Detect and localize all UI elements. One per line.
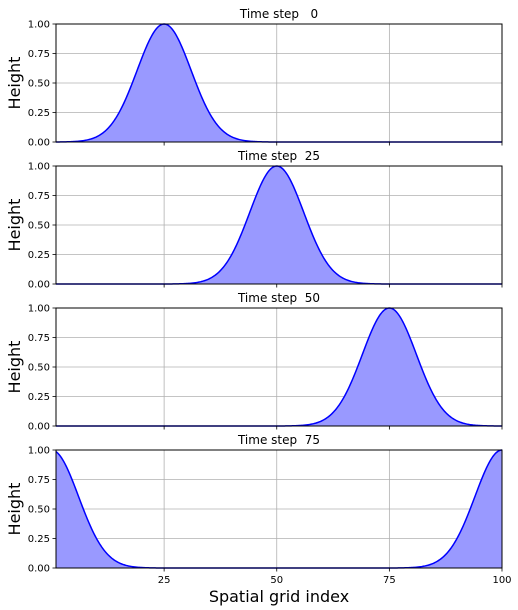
x-tick-label: 25 xyxy=(158,575,171,586)
y-axis-label: Height xyxy=(5,57,24,110)
y-tick-label: 0.75 xyxy=(28,49,50,60)
x-tick-label: 50 xyxy=(270,575,283,586)
height-area-fill xyxy=(56,450,502,568)
height-area-fill xyxy=(56,24,502,142)
subplot-4: 0.00 0.25 0.50 0.75 1.00 25 50 75 100 Time step 7… xyxy=(5,433,512,606)
subplot-1: 0.00 0.25 0.50 0.75 1.00 Time step 0 Height xyxy=(5,7,503,149)
subplot-3: 0.00 0.25 0.50 0.75 1.00 Time step 50 Height xyxy=(5,291,503,433)
subplot-title: Time step 25 xyxy=(237,149,320,163)
y-tick-label: 0.25 xyxy=(28,392,50,403)
y-tick-label: 0.25 xyxy=(28,250,50,261)
height-area-fill xyxy=(56,308,502,426)
x-tick-label: 100 xyxy=(492,575,511,586)
subplot-2: 0.00 0.25 0.50 0.75 1.00 Time step 25 Height xyxy=(5,149,503,291)
y-axis-label: Height xyxy=(5,199,24,252)
y-tick-label: 0.50 xyxy=(28,79,50,90)
y-tick-label: 0.00 xyxy=(28,280,50,291)
x-tick-label: 75 xyxy=(383,575,396,586)
y-tick-label: 0.00 xyxy=(28,422,50,433)
y-tick-label: 0.00 xyxy=(28,564,50,575)
subplot-title: Time step 75 xyxy=(237,433,320,447)
subplot-title: Time step 0 xyxy=(239,7,318,21)
y-tick-label: 0.25 xyxy=(28,534,50,545)
y-tick-label: 0.50 xyxy=(28,363,50,374)
y-tick-label: 0.75 xyxy=(28,475,50,486)
y-tick-label: 1.00 xyxy=(28,446,50,457)
y-tick-label: 1.00 xyxy=(28,304,50,315)
y-tick-label: 0.50 xyxy=(28,221,50,232)
y-tick-label: 0.75 xyxy=(28,191,50,202)
y-tick-label: 0.25 xyxy=(28,108,50,119)
x-axis-label: Spatial grid index xyxy=(209,587,349,606)
y-tick-label: 0.50 xyxy=(28,505,50,516)
subplot-title: Time step 50 xyxy=(237,291,320,305)
y-tick-label: 0.75 xyxy=(28,333,50,344)
y-tick-label: 1.00 xyxy=(28,162,50,173)
y-tick-label: 1.00 xyxy=(28,20,50,31)
y-axis-label: Height xyxy=(5,341,24,394)
height-area-fill xyxy=(56,166,502,284)
y-tick-label: 0.00 xyxy=(28,138,50,149)
y-axis-label: Height xyxy=(5,483,24,536)
